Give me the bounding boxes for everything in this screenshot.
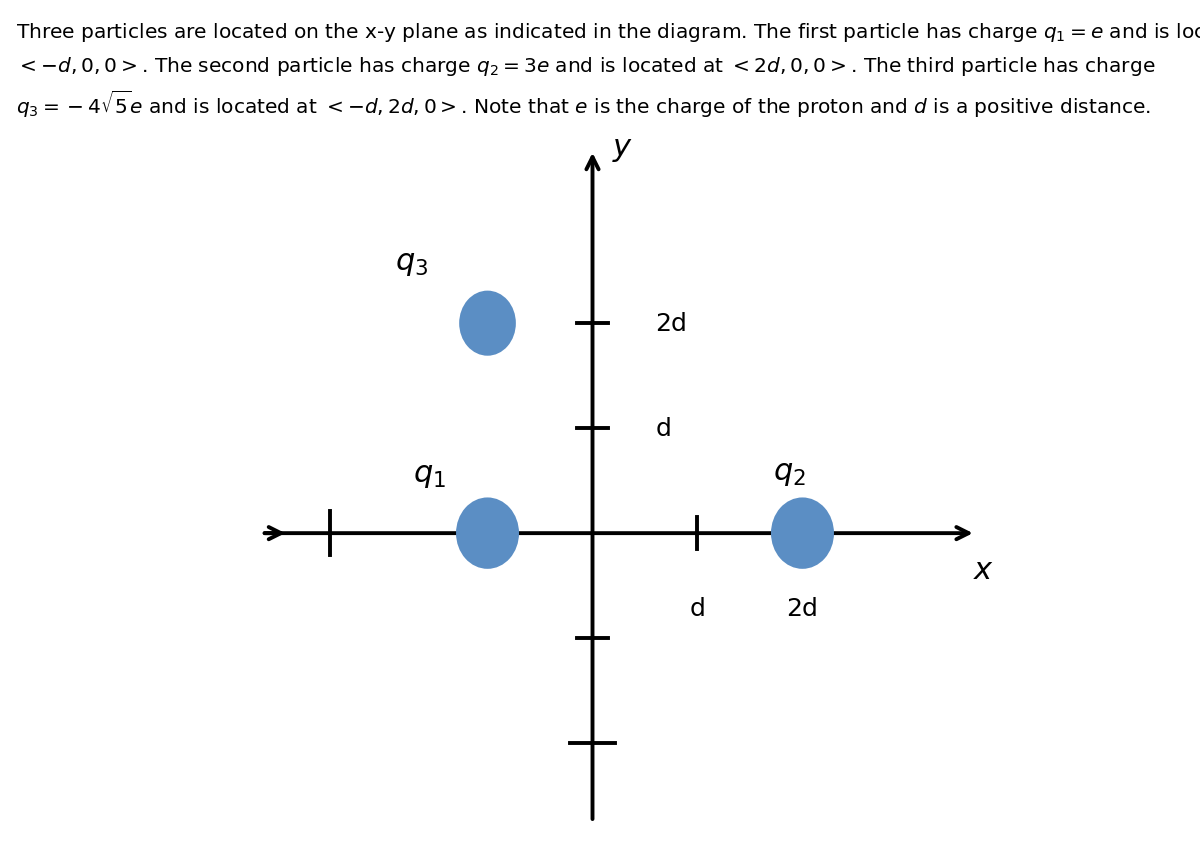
Ellipse shape (770, 498, 834, 569)
Text: Three particles are located on the x-y plane as indicated in the diagram. The fi: Three particles are located on the x-y p… (16, 21, 1200, 44)
Text: $q_2$: $q_2$ (774, 458, 806, 487)
Ellipse shape (460, 291, 516, 356)
Text: $q_1$: $q_1$ (413, 461, 446, 490)
Text: y: y (613, 133, 631, 162)
Text: d: d (690, 597, 706, 620)
Ellipse shape (456, 498, 520, 569)
Text: $< -d, 0, 0 >$. The second particle has charge $q_2 = 3e$ and is located at $< 2: $< -d, 0, 0 >$. The second particle has … (16, 55, 1154, 78)
Text: d: d (655, 417, 671, 441)
Text: $q_3 = -4\sqrt{5}e$ and is located at $< -d, 2d, 0 >$. Note that $e$ is the char: $q_3 = -4\sqrt{5}e$ and is located at $<… (16, 89, 1151, 120)
Text: x: x (974, 555, 992, 585)
Text: 2d: 2d (655, 311, 688, 336)
Text: $q_3$: $q_3$ (395, 249, 428, 278)
Text: 2d: 2d (786, 597, 818, 620)
